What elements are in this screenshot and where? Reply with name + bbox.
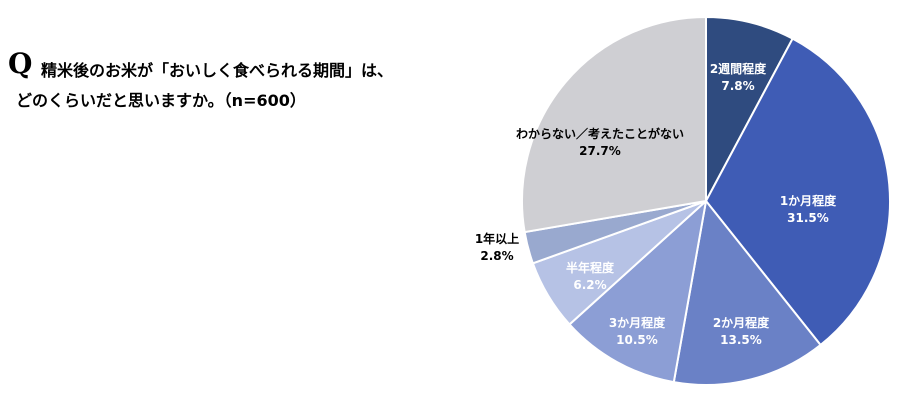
pie-labels: 2週間程度 7.8% 1か月程度 31.5% 2か月程度 13.5% 3か月程度 10.5% 半… [475, 61, 837, 347]
slice-value-1: 7.8% [721, 79, 754, 93]
slice-value-7: 27.7% [579, 144, 621, 158]
slice-label-3: 2か月程度 [713, 315, 770, 330]
slice-label-2: 1か月程度 [780, 193, 837, 208]
slice-value-2: 31.5% [787, 211, 829, 225]
slice-label-6: 1年以上 [475, 231, 519, 246]
slice-value-6: 2.8% [480, 249, 513, 263]
question-text-line1: 精米後のお米が「おいしく食べられる期間」は、 [41, 61, 394, 80]
question-mark: Q [8, 47, 33, 80]
slice-value-4: 10.5% [616, 333, 658, 347]
slice-label-7: わからない／考えたことがない [516, 126, 684, 141]
pie-slices [521, 15, 891, 386]
slice-label-5: 半年程度 [566, 260, 615, 275]
pie-slice-2 [704, 37, 891, 347]
slice-value-3: 13.5% [720, 333, 762, 347]
question-text-line2: どのくらいだと思いますか。（n=600） [16, 91, 306, 110]
pie-slice-7 [521, 15, 707, 234]
pie-slice-3 [672, 198, 822, 386]
slice-value-5: 6.2% [573, 278, 606, 292]
slice-label-1: 2週間程度 [710, 61, 767, 76]
slice-label-4: 3か月程度 [609, 315, 666, 330]
pie-slice-4 [568, 198, 708, 384]
